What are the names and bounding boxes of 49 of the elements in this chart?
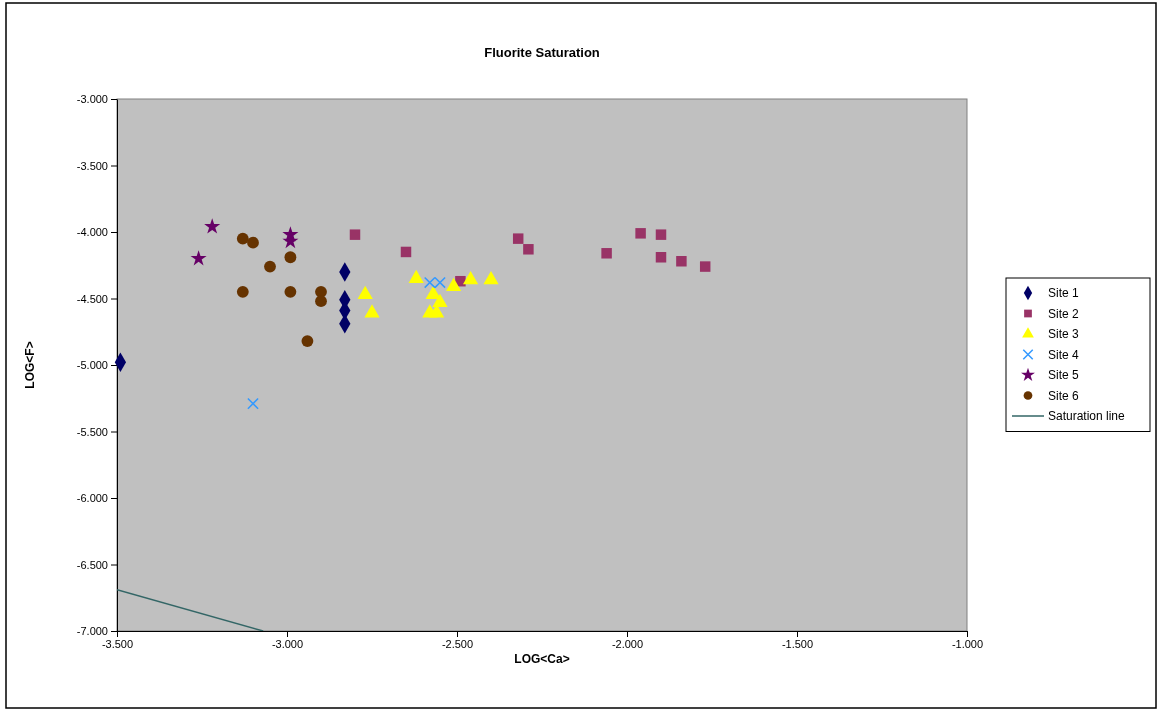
point	[204, 218, 221, 234]
point	[349, 229, 361, 240]
legend-label: Saturation line	[1048, 409, 1126, 423]
x-axis-title: LOG<Ca>	[514, 652, 570, 666]
legend-label: Site 3	[1048, 327, 1080, 341]
x-tick-label: -2.500	[441, 637, 474, 650]
y-tick-label: -6.000	[76, 492, 108, 505]
legend-label: Site 4	[1048, 347, 1080, 362]
x-tick-label: -1.500	[781, 637, 814, 650]
y-tick-label: -6.500	[76, 558, 108, 571]
point	[301, 335, 314, 347]
y-tick-label: -3.500	[76, 159, 108, 172]
legend-label: Site 6	[1048, 388, 1080, 403]
point	[699, 261, 711, 272]
point	[284, 251, 297, 264]
point	[655, 229, 667, 240]
y-tick-label: -3.000	[76, 93, 108, 106]
chart-title: Fluorite Saturation	[484, 45, 600, 60]
point	[655, 252, 667, 263]
point	[264, 260, 276, 273]
point	[463, 271, 479, 285]
point	[400, 246, 412, 258]
y-tick-label: -5.000	[76, 359, 108, 372]
x-tick-label: -2.000	[611, 637, 644, 650]
point	[483, 271, 499, 285]
point	[247, 236, 259, 249]
point	[676, 256, 687, 267]
point	[512, 233, 524, 244]
point	[315, 295, 327, 308]
y-tick-label: -4.500	[76, 292, 108, 305]
point	[284, 285, 297, 298]
x-tick-label: -3.000	[271, 637, 304, 650]
legend-label: Site 5	[1048, 368, 1080, 382]
legend-label: Site 1	[1048, 286, 1080, 300]
point	[190, 250, 207, 266]
legend-label: Site 2	[1048, 306, 1080, 321]
point	[236, 285, 249, 298]
y-axis-title: LOG<F>	[23, 341, 37, 389]
x-tick-label: -1.000	[951, 637, 984, 650]
point	[523, 244, 534, 255]
point	[635, 228, 646, 239]
y-tick-label: -4.000	[76, 226, 108, 239]
point	[601, 248, 612, 259]
y-tick-label: -5.500	[76, 425, 108, 438]
y-tick-label: -7.000	[76, 625, 108, 638]
point	[236, 232, 249, 245]
point	[364, 304, 380, 318]
point	[247, 397, 259, 410]
x-tick-label: -3.500	[101, 637, 134, 650]
